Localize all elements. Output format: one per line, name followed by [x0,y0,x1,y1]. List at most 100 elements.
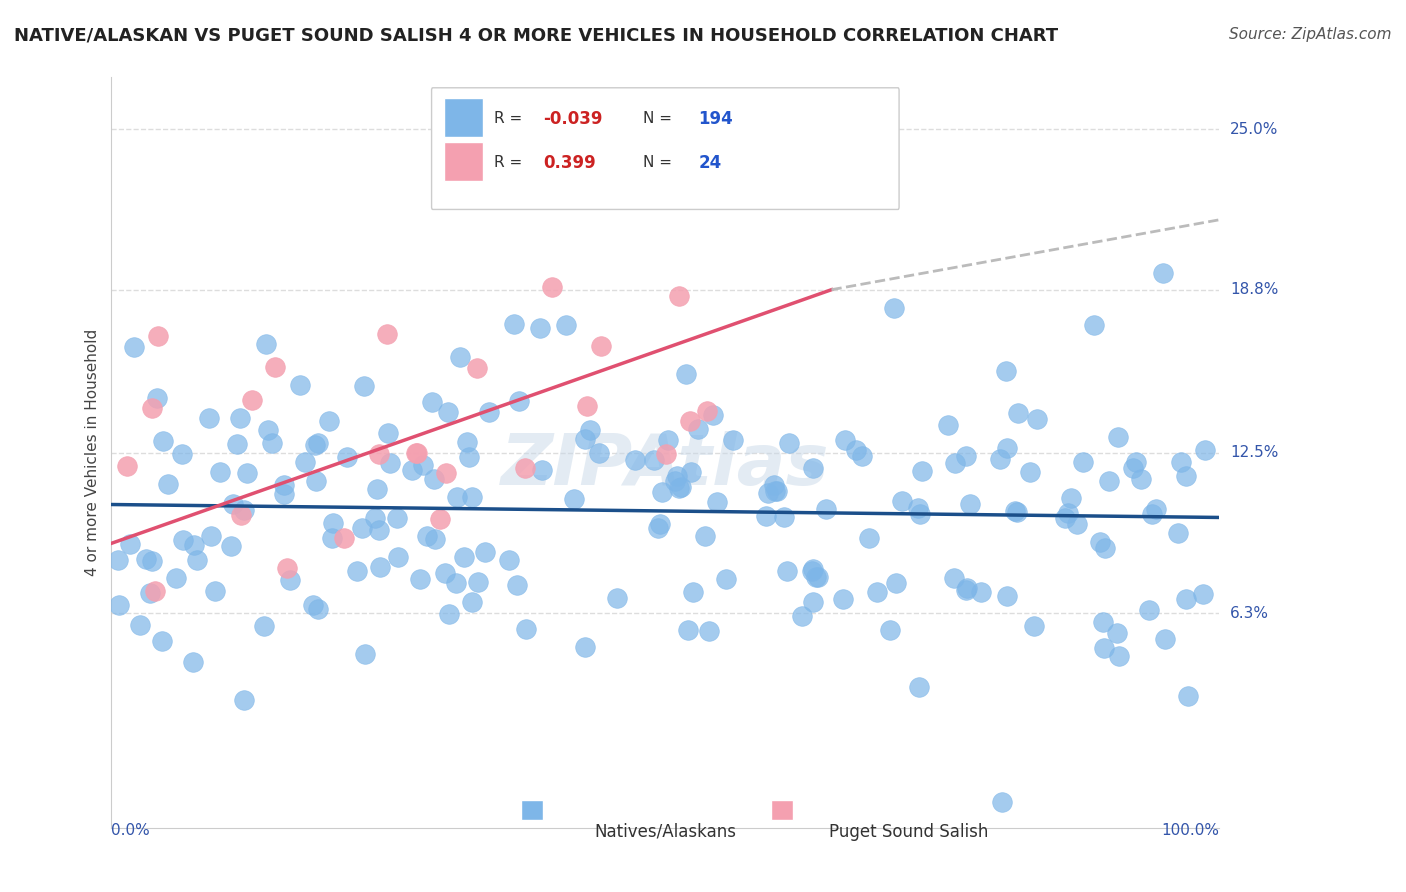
Point [647,521,669,535]
Point [422,395,444,409]
Point [1130,472,1153,486]
Point [465,361,488,376]
Point [302,598,325,612]
Point [1174,469,1197,483]
Point [800,565,823,579]
Text: NATIVE/ALASKAN VS PUGET SOUND SALISH 4 OR MORE VEHICLES IN HOUSEHOLD CORRELATION: NATIVE/ALASKAN VS PUGET SOUND SALISH 4 O… [14,27,1059,45]
Y-axis label: 4 or more Vehicles in Household: 4 or more Vehicles in Household [86,329,100,576]
Text: N =: N = [643,112,678,127]
Point [170,447,193,461]
Point [651,485,673,500]
Text: Puget Sound Salish: Puget Sound Salish [830,823,988,841]
Point [157,476,180,491]
Point [186,553,208,567]
Point [943,456,966,470]
Point [883,301,905,316]
Point [377,426,399,441]
Point [294,455,316,469]
Point [588,445,610,459]
Point [165,571,187,585]
Text: 12.5%: 12.5% [1230,445,1278,460]
Point [1105,626,1128,640]
Point [1152,266,1174,280]
Point [204,583,226,598]
Point [579,423,602,437]
Point [879,624,901,638]
Point [696,404,718,418]
Point [467,574,489,589]
Point [762,478,785,492]
Point [1004,504,1026,518]
Point [453,549,475,564]
Point [354,647,377,661]
Point [446,491,468,505]
Point [648,516,671,531]
Point [790,608,813,623]
Point [1192,587,1215,601]
Point [555,318,578,332]
Point [458,450,481,464]
Point [562,492,585,507]
Point [1018,465,1040,479]
Point [478,405,501,419]
Point [423,532,446,546]
Point [449,350,471,364]
Point [807,570,830,584]
Point [756,485,779,500]
Point [240,392,263,407]
Point [233,503,256,517]
Text: R =: R = [494,155,527,170]
Point [433,566,456,581]
Point [434,467,457,481]
Point [679,414,702,428]
Point [682,585,704,599]
Point [1005,505,1028,519]
Text: ZIPAtlas: ZIPAtlas [501,431,830,500]
Point [529,320,551,334]
Point [574,640,596,655]
Point [1142,507,1164,521]
Bar [770,799,793,821]
Point [1094,541,1116,555]
Point [755,508,778,523]
Point [664,474,686,488]
Point [412,458,434,472]
Point [107,553,129,567]
Point [890,494,912,508]
Point [515,622,537,636]
Point [866,585,889,599]
Point [146,328,169,343]
Point [416,528,439,542]
Point [1007,406,1029,420]
Point [831,592,853,607]
Point [498,553,520,567]
Point [253,619,276,633]
Point [623,453,645,467]
Text: 24: 24 [699,153,721,172]
Text: 0.0%: 0.0% [111,823,150,838]
Point [232,692,254,706]
Point [375,326,398,341]
Point [1167,525,1189,540]
Point [1107,430,1129,444]
Point [1025,412,1047,426]
Point [321,531,343,545]
Point [515,460,537,475]
Point [575,399,598,413]
Point [773,509,796,524]
Point [1125,455,1147,469]
Point [574,432,596,446]
Point [907,500,929,515]
Point [994,363,1017,377]
Text: Source: ZipAtlas.com: Source: ZipAtlas.com [1229,27,1392,42]
Point [368,523,391,537]
Point [1153,632,1175,646]
Point [1137,603,1160,617]
Point [474,545,496,559]
Text: N =: N = [643,155,678,170]
Point [591,338,613,352]
Point [990,795,1012,809]
Point [766,484,789,499]
Point [943,571,966,585]
Point [260,435,283,450]
